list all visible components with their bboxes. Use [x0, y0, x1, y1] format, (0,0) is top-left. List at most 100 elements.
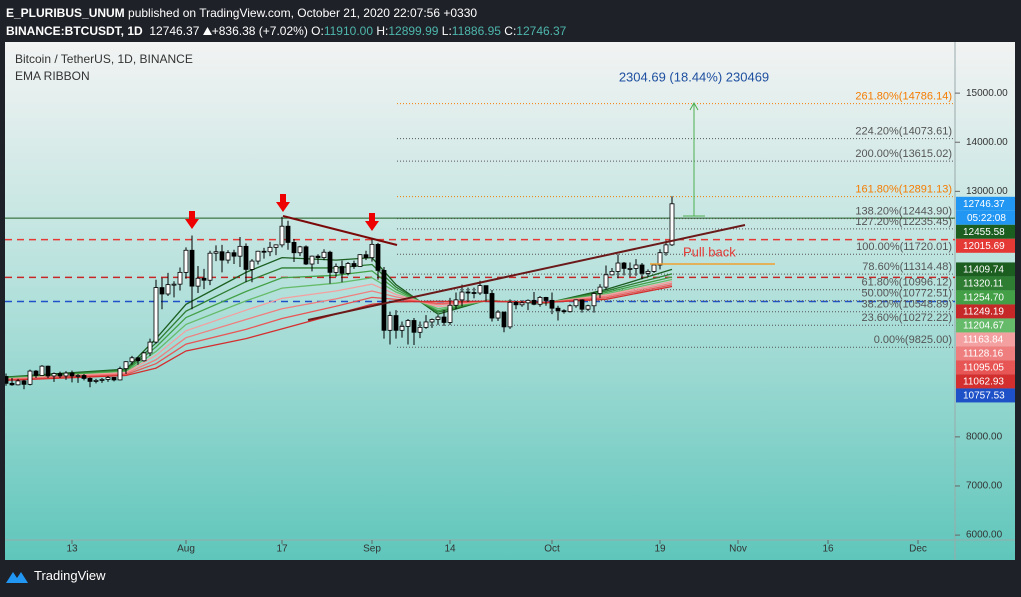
- candle-body: [339, 266, 345, 274]
- candle-body: [255, 250, 261, 262]
- candle-body: [183, 249, 189, 273]
- logo: [6, 571, 28, 583]
- candle-body: [435, 316, 441, 320]
- candle-body: [147, 341, 153, 354]
- candle-body: [513, 301, 519, 306]
- x-tick-label: 16: [822, 544, 834, 555]
- candle-body: [279, 225, 285, 246]
- indicator-label: EMA RIBBON: [15, 69, 90, 83]
- candle-body: [669, 203, 675, 246]
- candle-body: [465, 291, 471, 294]
- o-label: O:: [311, 24, 324, 38]
- candle-body: [321, 251, 327, 259]
- axes: 6000.00 7000.00 8000.00 13000.00 14000.00 150…: [66, 88, 1015, 555]
- candle-body: [393, 315, 399, 331]
- price-badge-label: 12015.69: [963, 241, 1005, 252]
- candle-body: [531, 299, 537, 305]
- candle-body: [51, 373, 57, 377]
- candle-body: [237, 245, 243, 257]
- up-icon: [202, 27, 212, 35]
- price-badge: [956, 262, 1015, 277]
- trendline: [282, 215, 398, 246]
- candle-body: [225, 252, 231, 261]
- candle-body: [9, 382, 15, 386]
- candle-body: [447, 304, 453, 323]
- candle-body: [249, 260, 255, 270]
- candle-body: [441, 316, 447, 323]
- countdown: 05:22:08: [967, 213, 1006, 224]
- fib-label: 161.80%(12891.13): [855, 184, 952, 196]
- pullback-text: Pull back: [683, 244, 736, 259]
- candle-body: [69, 372, 75, 377]
- fib-label: 224.20%(14073.61): [855, 126, 952, 138]
- candle-body: [357, 254, 363, 267]
- candle-body: [327, 251, 333, 273]
- price-badge-label: 11204.67: [963, 321, 1004, 332]
- price-badge: [956, 276, 1015, 291]
- candle-body: [165, 284, 171, 295]
- fib-label: 127.20%(12235.45): [855, 216, 952, 228]
- price-badge: [956, 196, 1015, 211]
- candle-body: [231, 252, 237, 257]
- y-tick-label: 14000.00: [966, 137, 1008, 148]
- candle-body: [627, 268, 633, 270]
- price-badge-label: 12746.37: [963, 199, 1005, 210]
- published: published on TradingView.com, October 21…: [128, 6, 478, 20]
- candle-body: [375, 243, 381, 271]
- x-tick-label: 13: [66, 544, 78, 555]
- price-badge-label: 11254.70: [963, 293, 1004, 304]
- c-value: 12746.37: [516, 24, 567, 38]
- price-badge: [956, 388, 1015, 403]
- price-badge-label: 12455.58: [963, 227, 1005, 238]
- brand: TradingView: [34, 568, 106, 583]
- price-badge-label: 11095.05: [963, 363, 1004, 374]
- candle-body: [423, 321, 429, 328]
- candle-body: [459, 291, 465, 301]
- candle-body: [99, 379, 105, 381]
- candle-body: [333, 266, 339, 273]
- candle-body: [135, 357, 141, 362]
- candle-body: [15, 380, 21, 386]
- x-tick-label: Oct: [544, 544, 560, 555]
- fib-label: 0.00%(9825.00): [874, 334, 952, 346]
- price-badge: [956, 290, 1015, 305]
- candle-body: [219, 251, 225, 261]
- candle-body: [477, 285, 483, 294]
- candle-body: [297, 246, 303, 254]
- candle-body: [567, 305, 573, 313]
- price-badge: [956, 304, 1015, 319]
- candle-body: [27, 370, 33, 385]
- candle-body: [429, 319, 435, 323]
- candle-body: [87, 378, 93, 382]
- candle-body: [189, 249, 195, 287]
- price-badge-label: 10757.53: [963, 391, 1005, 402]
- x-tick-label: Aug: [177, 544, 195, 555]
- candle-body: [111, 377, 117, 381]
- candle-body: [585, 305, 591, 310]
- candle-body: [453, 299, 459, 306]
- price-badge: [956, 346, 1015, 361]
- candle-body: [291, 242, 297, 254]
- candle-body: [633, 264, 639, 269]
- candle-body: [405, 320, 411, 327]
- candle-body: [21, 380, 27, 385]
- x-tick-label: 17: [276, 544, 288, 555]
- candle-body: [201, 277, 207, 281]
- author: E_PLURIBUS_UNUM: [6, 6, 125, 20]
- candle-body: [315, 255, 321, 259]
- candle-body: [195, 277, 201, 287]
- candle-body: [501, 311, 507, 328]
- candle-body: [411, 320, 417, 333]
- candle-body: [177, 271, 183, 285]
- x-tick-label: 19: [654, 544, 666, 555]
- measure-text: 2304.69 (18.44%) 230469: [619, 69, 769, 84]
- candle-body: [417, 326, 423, 333]
- candle-body: [519, 302, 525, 306]
- candle-body: [57, 373, 63, 377]
- fib-label: 138.20%(12443.90): [855, 206, 952, 218]
- fib-label: 200.00%(13615.02): [855, 148, 952, 160]
- y-tick-label: 7000.00: [966, 481, 1003, 492]
- l-label: L:: [441, 24, 452, 38]
- candle-body: [543, 297, 549, 301]
- candle-body: [561, 310, 567, 313]
